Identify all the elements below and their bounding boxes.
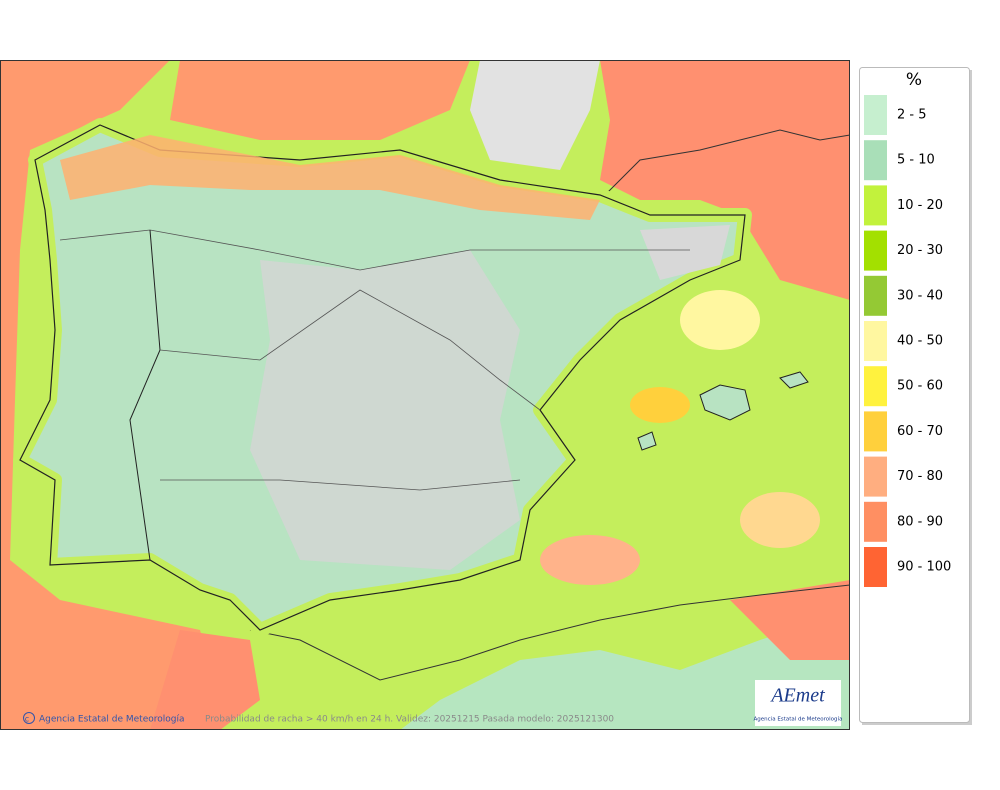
map	[0, 60, 850, 730]
legend-label: 70 - 80	[897, 469, 943, 484]
region-border	[159, 289, 541, 411]
legend-swatch	[864, 321, 887, 361]
legend-swatch	[864, 275, 887, 316]
france-coast	[604, 129, 850, 196]
legend-swatch	[864, 411, 887, 452]
africa-high	[730, 580, 850, 660]
country-border	[129, 229, 161, 561]
africa-west	[150, 630, 260, 730]
legend-title: %	[906, 70, 922, 90]
cantabrian-band	[60, 135, 600, 220]
legend-items: 2 - 5 5 - 10 10 - 20 20 - 30 30 - 40 40 - 50 5…	[864, 95, 951, 587]
legend-label: 20 - 30	[897, 243, 943, 258]
legend-label: 5 - 10	[897, 153, 935, 168]
sea-patch	[680, 290, 760, 350]
logo-box	[755, 680, 841, 726]
legend-label: 60 - 70	[897, 424, 943, 439]
legend-swatch	[864, 95, 887, 135]
legend-swatch	[864, 366, 887, 407]
legend-label: 40 - 50	[897, 334, 943, 349]
legend-label: 90 - 100	[897, 560, 951, 575]
map-frame	[0, 60, 850, 730]
region-border	[160, 479, 521, 491]
sea-patch	[740, 492, 820, 548]
logo-subtitle: Agencia Estatal de Meteorología	[754, 716, 843, 723]
legend-swatch	[864, 547, 887, 587]
credit: Agencia Estatal de Meteorología	[39, 715, 185, 725]
menorca	[779, 371, 809, 389]
ibiza	[637, 431, 657, 451]
legend-swatch	[864, 501, 887, 542]
caption: Probabilidad de racha > 40 km/h en 24 h.…	[205, 715, 614, 725]
pyrenees-calm	[640, 225, 730, 280]
iberia-coast	[19, 124, 746, 631]
copyright-icon	[23, 712, 35, 724]
mallorca	[699, 384, 751, 421]
logo-name: AEmet	[769, 685, 825, 707]
legend-label: 30 - 40	[897, 288, 943, 303]
legend-label: 80 - 90	[897, 514, 943, 529]
biscay-area	[170, 60, 470, 140]
biscay-calm	[470, 60, 600, 170]
legend-label: 50 - 60	[897, 379, 943, 394]
legend-swatch	[864, 456, 887, 497]
legend-label: 10 - 20	[897, 198, 943, 213]
legend-label: 2 - 5	[897, 108, 927, 123]
copyright-c: c	[25, 715, 29, 724]
africa-inland	[400, 610, 850, 730]
legend-swatch	[864, 140, 887, 181]
sea-patch	[630, 387, 690, 423]
legend-swatch	[864, 185, 887, 226]
sea-patch	[540, 535, 640, 585]
legend-swatch	[864, 230, 887, 271]
france-area	[600, 60, 850, 300]
africa-coast	[249, 584, 850, 681]
interior-calm	[250, 250, 520, 570]
